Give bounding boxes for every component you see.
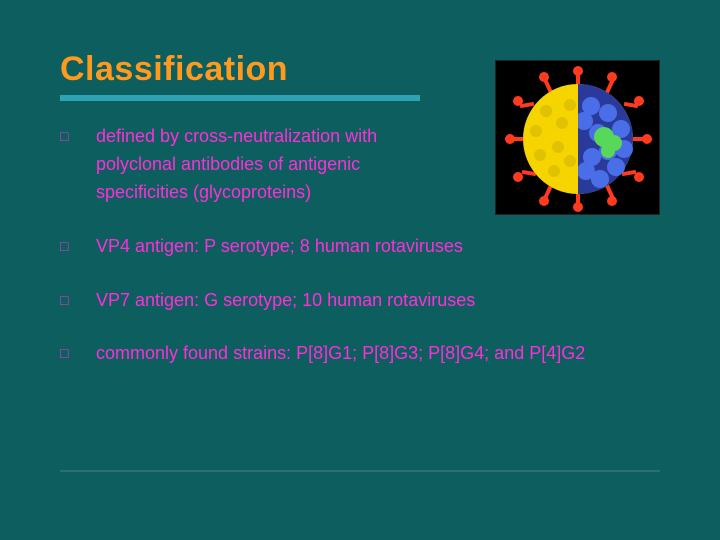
virus-illustration bbox=[495, 60, 660, 215]
bullet-text: commonly found strains: P[8]G1; P[8]G3; … bbox=[96, 343, 585, 363]
bottom-divider bbox=[60, 470, 660, 472]
title-underline bbox=[60, 95, 420, 101]
list-item: VP4 antigen: P serotype; 8 human rotavir… bbox=[60, 233, 660, 261]
list-item: VP7 antigen: G serotype; 10 human rotavi… bbox=[60, 287, 660, 315]
bullet-text: defined by cross-neutralization with pol… bbox=[96, 126, 377, 202]
bullet-text: VP4 antigen: P serotype; 8 human rotavir… bbox=[96, 236, 463, 256]
list-item: defined by cross-neutralization with pol… bbox=[60, 123, 430, 207]
list-item: commonly found strains: P[8]G1; P[8]G3; … bbox=[60, 340, 660, 368]
virus-icon bbox=[496, 61, 660, 215]
bullet-text: VP7 antigen: G serotype; 10 human rotavi… bbox=[96, 290, 475, 310]
slide: Classification bbox=[0, 0, 720, 540]
